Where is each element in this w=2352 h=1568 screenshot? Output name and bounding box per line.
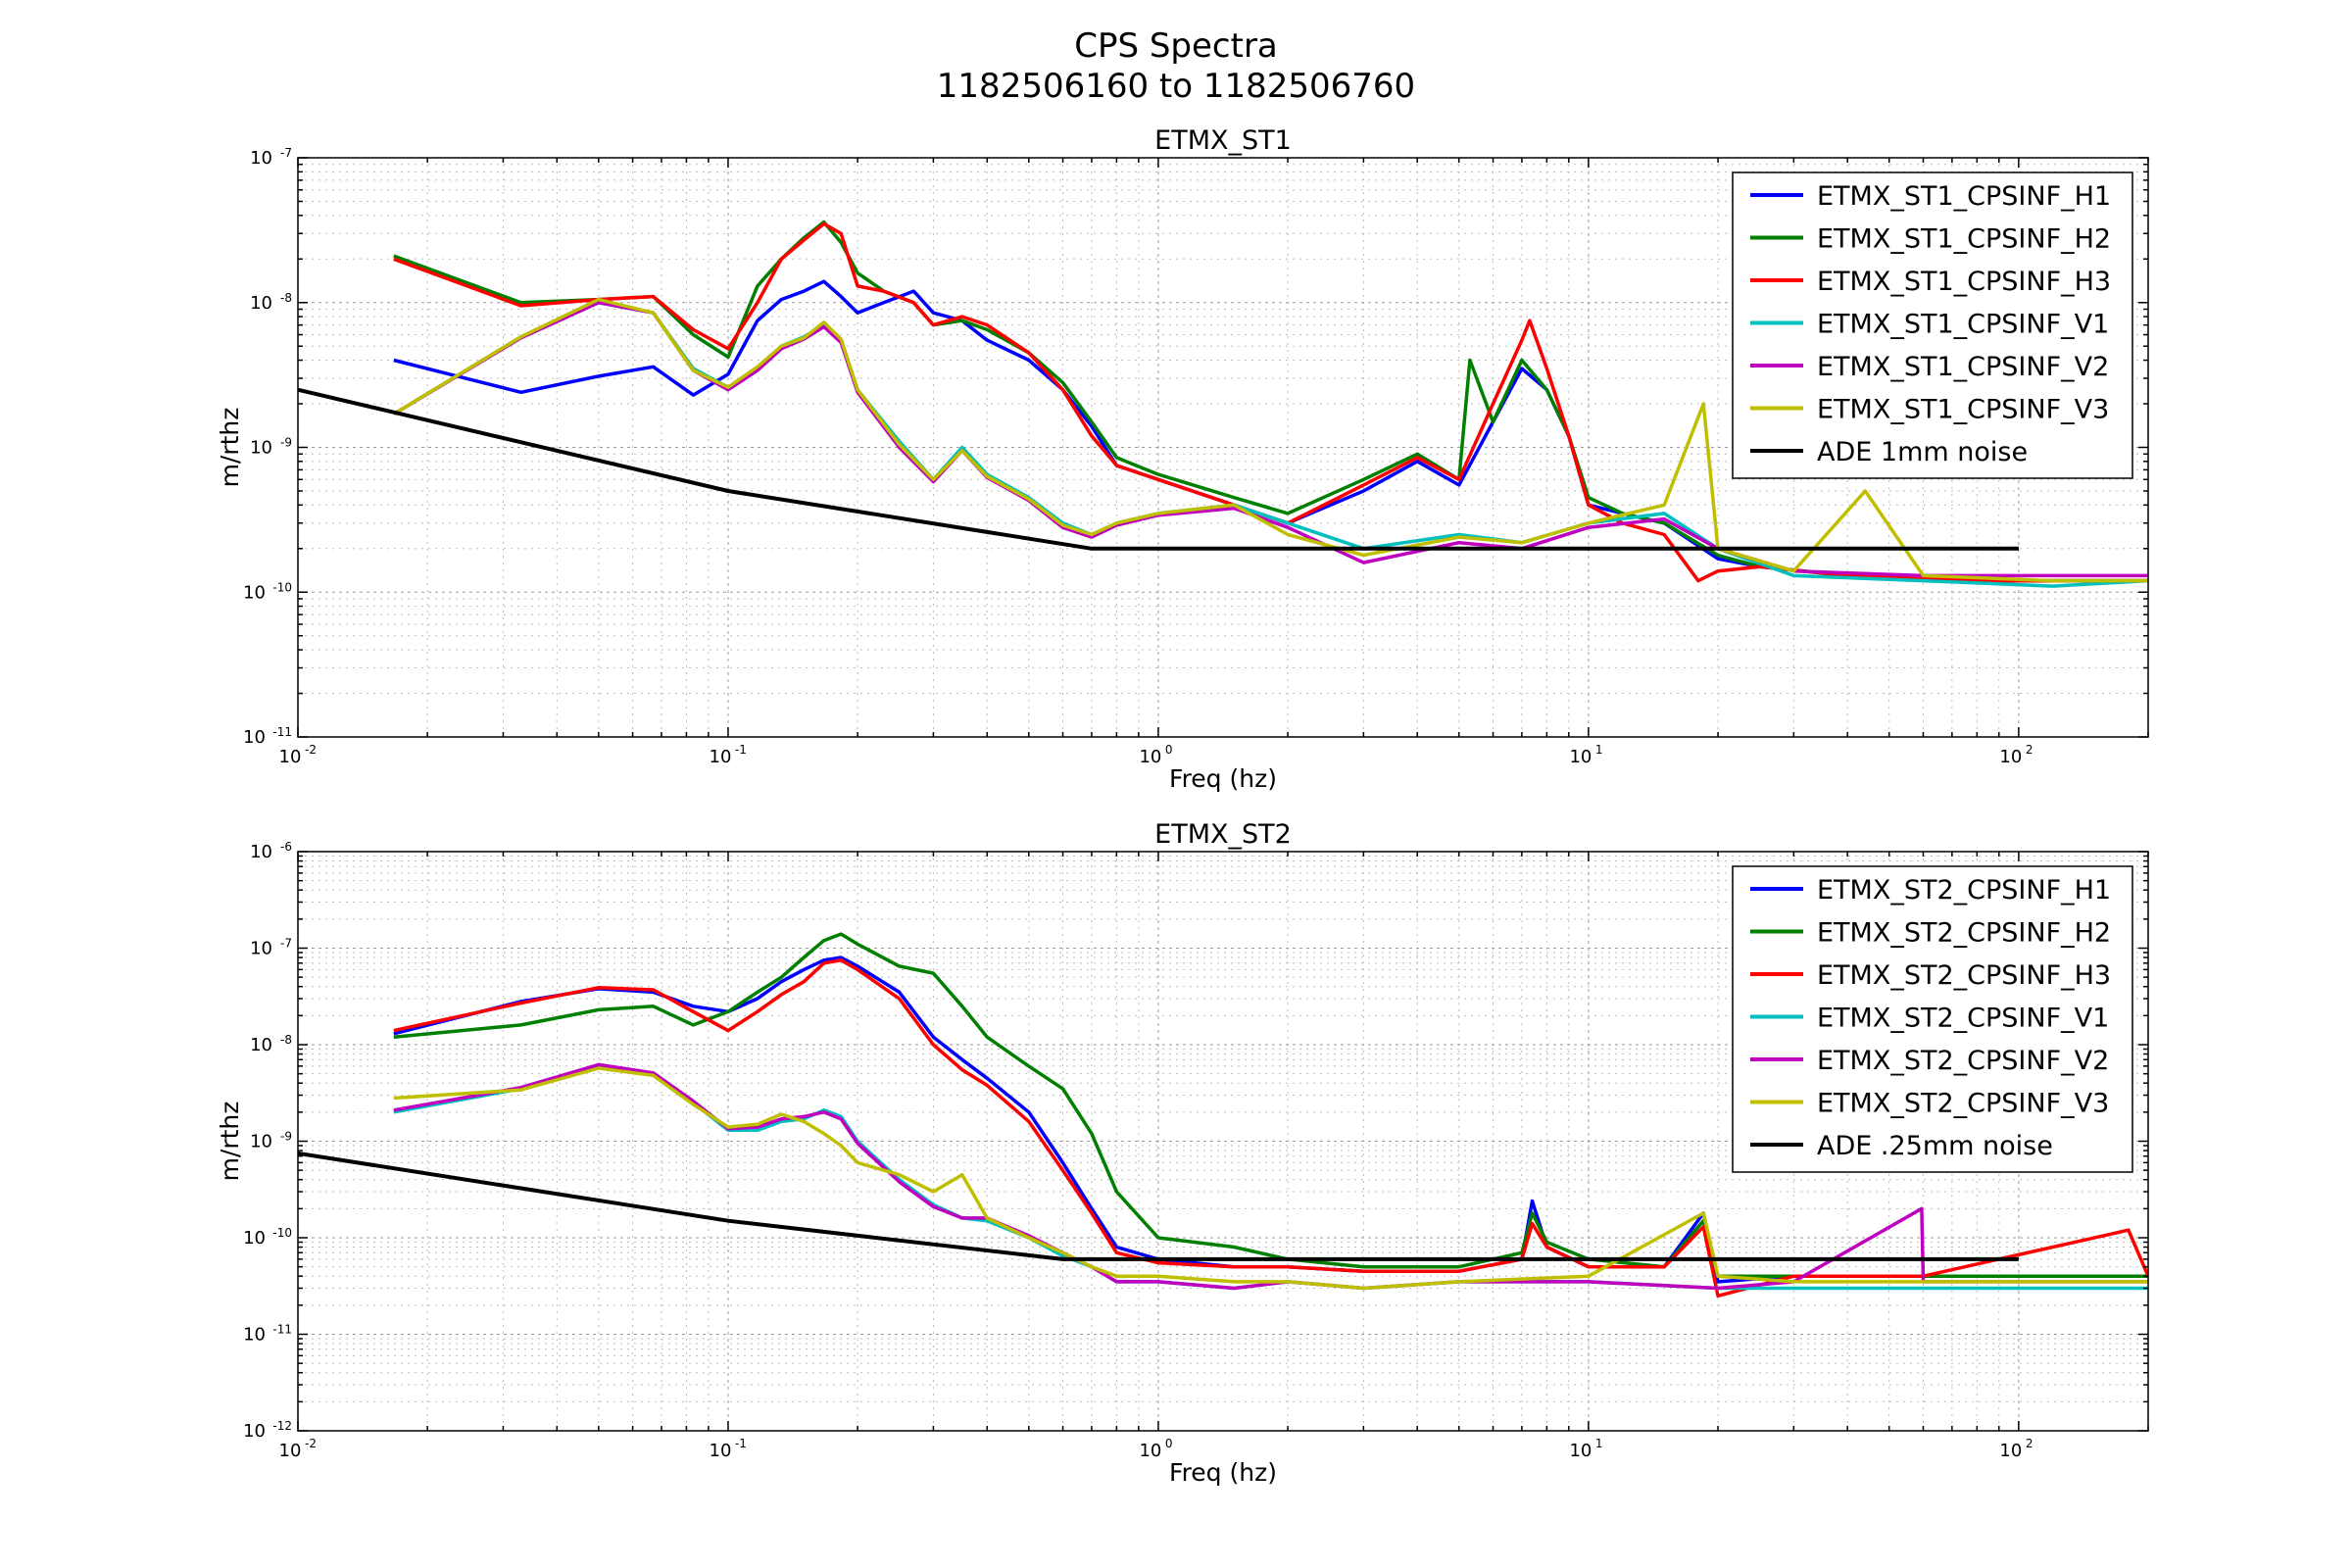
- legend-label: ETMX_ST1_CPSINF_H3: [1817, 267, 2111, 297]
- legend-box: [1732, 172, 2133, 479]
- y-tick-label-exponent: -9: [280, 1130, 292, 1144]
- y-tick-label-exponent: -9: [280, 436, 292, 450]
- x-tick-label-exponent: -2: [305, 743, 317, 757]
- legend-label: ETMX_ST1_CPSINF_H2: [1817, 224, 2111, 255]
- legend-box: [1732, 865, 2133, 1173]
- series-group: [298, 220, 2148, 588]
- y-tick-label: 10: [250, 293, 272, 314]
- y-tick-label: 10: [243, 1228, 266, 1249]
- x-tick-label-exponent: 2: [2026, 743, 2034, 757]
- legend-label: ADE 1mm noise: [1817, 437, 2028, 467]
- legend-label: ETMX_ST2_CPSINF_V1: [1817, 1004, 2109, 1034]
- y-tick-label-exponent: -11: [272, 1323, 292, 1337]
- series-line-etmx-st2-cpsinf-v3: [393, 1066, 2148, 1291]
- y-tick-label: 10: [250, 148, 272, 169]
- x-tick-label: 10: [1139, 1441, 1161, 1461]
- tick-marks: [297, 851, 2149, 1432]
- y-axis-label: m/rthz: [216, 408, 244, 488]
- y-tick-label-exponent: -7: [280, 937, 292, 951]
- series-line-etmx-st1-cpsinf-h2: [393, 220, 2148, 583]
- x-tick-label-exponent: -2: [305, 1437, 317, 1450]
- y-tick-label: 10: [243, 1421, 266, 1442]
- x-tick-label-exponent: 2: [2026, 1437, 2034, 1450]
- y-tick-label: 10: [243, 727, 266, 748]
- x-tick-label: 10: [279, 747, 302, 767]
- y-tick-label-exponent: -8: [280, 1033, 292, 1047]
- series-line-ade-1mm-noise: [298, 387, 2019, 551]
- x-tick-label: 10: [710, 1441, 732, 1461]
- legend-label: ETMX_ST1_CPSINF_V1: [1817, 310, 2109, 340]
- x-axis-label: Freq (hz): [1169, 1458, 1277, 1487]
- plots-group: 10 -2 10 -1 10 0 10 1 10 2-1110-1010-910-810-710E…: [216, 125, 2149, 1487]
- legend-label: ETMX_ST2_CPSINF_V3: [1817, 1089, 2109, 1119]
- y-tick-label: 10: [250, 438, 272, 459]
- y-tick-label: 10: [243, 582, 266, 603]
- axes-panel-1: 10 -2 10 -1 10 0 10 1 10 2-1110-1010-910-810-710E…: [216, 125, 2149, 793]
- x-tick-label-exponent: 1: [1595, 743, 1603, 757]
- tick-marks: [297, 157, 2149, 738]
- axes-title: ETMX_ST1: [1154, 125, 1292, 156]
- x-tick-label-exponent: -1: [735, 743, 747, 757]
- y-tick-label-exponent: -10: [272, 580, 292, 594]
- x-tick-label: 10: [1999, 1441, 2022, 1461]
- series-line-etmx-st1-cpsinf-h3: [393, 221, 2148, 583]
- legend: ETMX_ST2_CPSINF_H1 ETMX_ST2_CPSINF_H2 ETMX…: [1732, 865, 2133, 1173]
- y-tick-label-exponent: -7: [280, 146, 292, 160]
- axes-title: ETMX_ST2: [1154, 819, 1292, 850]
- x-tick-label: 10: [279, 1441, 302, 1461]
- figure-title-line2: 1182506160 to 1182506760: [937, 67, 1415, 106]
- legend-label: ADE .25mm noise: [1817, 1131, 2053, 1161]
- y-tick-label: 10: [250, 1132, 272, 1152]
- x-tick-label: 10: [1569, 747, 1592, 767]
- axes-panel-2: 10 -2 10 -1 10 0 10 1 10 2-1210-1110-1010-910-810…: [216, 819, 2149, 1487]
- series-line-ade-25mm-noise: [298, 1151, 2019, 1261]
- legend-label: ETMX_ST1_CPSINF_V2: [1817, 352, 2109, 382]
- x-tick-label-exponent: -1: [735, 1437, 747, 1450]
- y-tick-label-exponent: -12: [272, 1419, 292, 1433]
- legend-label: ETMX_ST1_CPSINF_V3: [1817, 395, 2109, 425]
- x-tick-label: 10: [1569, 1441, 1592, 1461]
- x-axis-label: Freq (hz): [1169, 764, 1277, 793]
- legend-label: ETMX_ST1_CPSINF_H1: [1817, 181, 2111, 212]
- y-tick-label-exponent: -8: [280, 291, 292, 305]
- y-axis-label: m/rthz: [216, 1102, 244, 1182]
- y-tick-label-exponent: -11: [272, 725, 292, 739]
- series-line-etmx-st1-cpsinf-h1: [393, 279, 2148, 583]
- legend-label: ETMX_ST2_CPSINF_H3: [1817, 960, 2111, 991]
- legend-label: ETMX_ST2_CPSINF_H2: [1817, 918, 2111, 949]
- legend: ETMX_ST1_CPSINF_H1 ETMX_ST1_CPSINF_H2 ETMX…: [1732, 172, 2133, 479]
- legend-label: ETMX_ST2_CPSINF_V2: [1817, 1046, 2109, 1076]
- y-tick-label: 10: [250, 939, 272, 959]
- x-tick-label: 10: [1999, 747, 2022, 767]
- y-tick-label-exponent: -6: [280, 840, 292, 854]
- legend-label: ETMX_ST2_CPSINF_H1: [1817, 875, 2111, 906]
- y-tick-label: 10: [250, 1035, 272, 1055]
- x-tick-label: 10: [710, 747, 732, 767]
- x-tick-label-exponent: 1: [1595, 1437, 1603, 1450]
- y-tick-label-exponent: -10: [272, 1226, 292, 1240]
- figure-title-line1: CPS Spectra: [1074, 26, 1278, 66]
- series-line-etmx-st1-cpsinf-v3: [392, 297, 2148, 583]
- y-tick-label: 10: [243, 1325, 266, 1346]
- series-group: [298, 932, 2148, 1298]
- y-tick-label: 10: [250, 842, 272, 862]
- x-tick-label-exponent: 0: [1165, 743, 1173, 757]
- x-tick-label-exponent: 0: [1165, 1437, 1173, 1450]
- x-tick-label: 10: [1139, 747, 1161, 767]
